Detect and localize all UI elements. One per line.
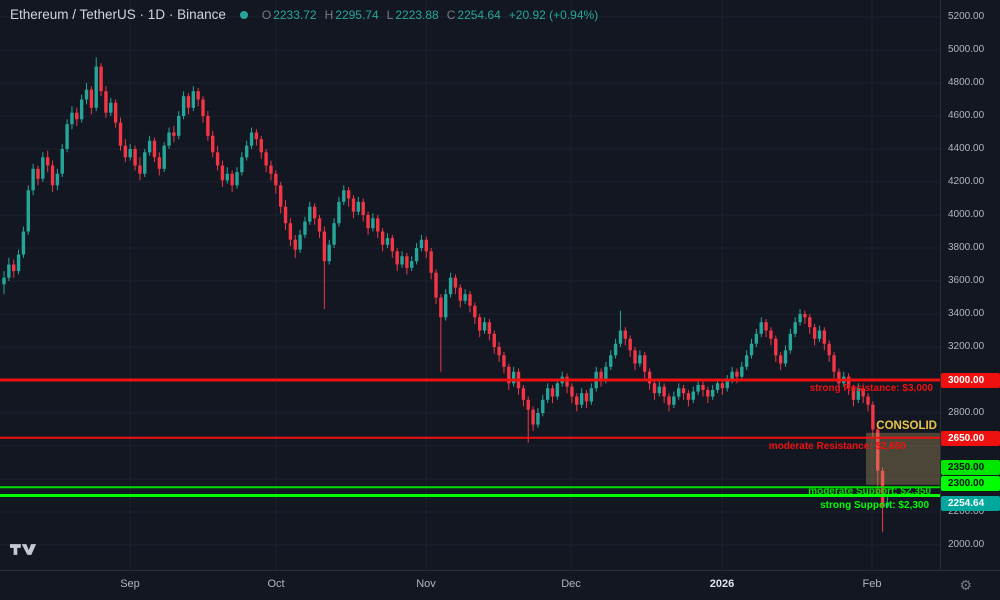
price-tick-label: 4600.00 <box>948 110 985 121</box>
tradingview-logo-icon <box>10 544 37 555</box>
consolidation-label: CONSOLID <box>876 420 937 432</box>
price-badge: 3000.00 <box>941 373 1000 388</box>
ohlc-low-label: L <box>386 7 394 22</box>
price-tick-label: 4200.00 <box>948 176 985 187</box>
consolidation-zone[interactable] <box>866 432 940 485</box>
price-tick-label: 4800.00 <box>948 77 985 88</box>
symbol-title[interactable]: Ethereum / TetherUS · 1D · Binance <box>10 7 226 22</box>
ohlc-open-label: O <box>261 7 272 22</box>
price-tick-label: 3200.00 <box>948 341 985 352</box>
tradingview-logo[interactable] <box>10 542 37 562</box>
ohlc-low-value: 2223.88 <box>395 7 439 22</box>
price-tick-label: 5000.00 <box>948 44 985 55</box>
price-badge: 2254.64 <box>941 496 1000 511</box>
price-tick-label: 3800.00 <box>948 242 985 253</box>
price-tick-label: 3600.00 <box>948 275 985 286</box>
ohlc-open-value: 2233.72 <box>273 7 317 22</box>
price-tick-label: 2200.00 <box>948 506 985 517</box>
svg-text:strong Resistance: $3,000: strong Resistance: $3,000 <box>810 383 934 394</box>
svg-text:moderate Resistance: $2,650: moderate Resistance: $2,650 <box>769 441 907 452</box>
ohlc-high-label: H <box>324 7 334 22</box>
price-tick-label: 4000.00 <box>948 209 985 220</box>
chart-pane[interactable]: strong Resistance: $3,000 moderate Resist… <box>0 0 940 570</box>
level-lines[interactable]: strong Resistance: $3,000 moderate Resist… <box>0 378 940 511</box>
time-axis[interactable]: ⚙ Sep Oct Nov Dec 2026 Feb <box>0 570 1000 600</box>
price-tick-label: 3400.00 <box>948 308 985 319</box>
price-tick-label: 5200.00 <box>948 11 985 22</box>
grid-lines <box>0 0 940 570</box>
svg-text:moderate Support: $2,350: moderate Support: $2,350 <box>808 486 931 497</box>
price-badge: 2650.00 <box>941 431 1000 446</box>
time-axis-label: Dec <box>561 578 581 590</box>
price-badge: 2300.00 <box>941 476 1000 491</box>
svg-text:strong Support: $2,300: strong Support: $2,300 <box>820 500 929 511</box>
price-axis[interactable]: 5200.00 5000.00 4800.00 4600.00 4400.00 4200.… <box>940 0 1000 570</box>
price-tick-label: 4400.00 <box>948 143 985 154</box>
time-axis-label: Oct <box>267 578 285 590</box>
live-status-icon <box>239 10 248 19</box>
candlestick-chart[interactable]: strong Resistance: $3,000 moderate Resist… <box>0 0 940 570</box>
time-axis-label: Nov <box>416 578 436 590</box>
candlestick-series <box>2 57 890 532</box>
price-badge: 2350.00 <box>941 460 1000 475</box>
ohlc-close-value: 2254.64 <box>457 7 501 22</box>
time-axis-label: 2026 <box>709 578 735 590</box>
price-tick-label: 2000.00 <box>948 539 985 550</box>
chart-legend: Ethereum / TetherUS · 1D · Binance O 2233… <box>10 7 598 22</box>
price-tick-label: 2800.00 <box>948 407 985 418</box>
price-change-value: +20.92 (+0.94%) <box>508 7 599 22</box>
ohlc-readout: O 2233.72 H 2295.74 L 2223.88 C 2254.64 +20.… <box>262 8 598 22</box>
ohlc-close-label: C <box>446 7 456 22</box>
settings-gear-icon[interactable]: ⚙ <box>959 577 972 593</box>
time-axis-label: Feb <box>862 578 882 590</box>
ohlc-high-value: 2295.74 <box>335 7 379 22</box>
time-axis-label: Sep <box>120 578 140 590</box>
